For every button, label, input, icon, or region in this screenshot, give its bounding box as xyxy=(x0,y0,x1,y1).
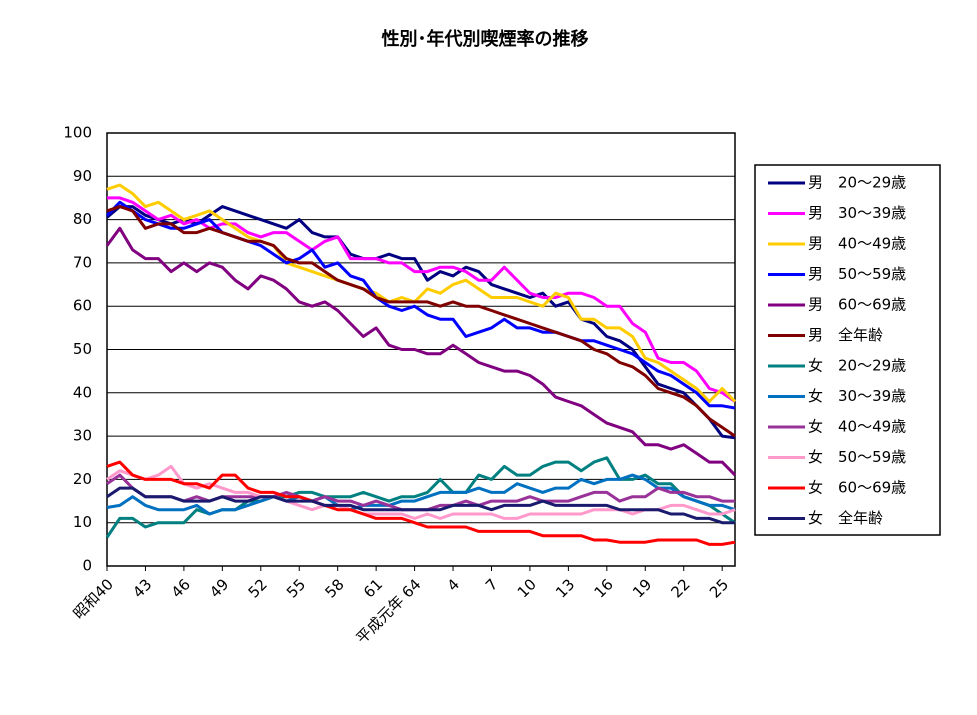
series-line xyxy=(106,205,736,440)
y-tick-label: 0 xyxy=(82,557,92,575)
legend-label: 女 60～69歳 xyxy=(808,479,906,497)
legend-label: 男 20～29歳 xyxy=(808,174,906,192)
chart-title: 性別･年代別喫煙率の推移 xyxy=(382,28,589,50)
x-tick-label: 55 xyxy=(283,575,309,601)
x-tick-label: 49 xyxy=(206,575,232,601)
legend-label: 女 20～29歳 xyxy=(808,357,906,375)
series-line xyxy=(105,226,737,477)
x-tick-label: 22 xyxy=(668,575,694,601)
legend-label: 男 60～69歳 xyxy=(808,296,906,314)
x-tick-label: 4 xyxy=(444,575,463,594)
y-tick-label: 50 xyxy=(73,340,92,358)
y-tick-label: 30 xyxy=(73,427,92,445)
series-line xyxy=(106,486,735,525)
y-tick-label: 40 xyxy=(73,383,92,401)
legend-label: 女 全年齢 xyxy=(808,509,883,527)
x-tick-label: 19 xyxy=(629,575,655,601)
x-tick-label: 昭和40 xyxy=(70,575,117,622)
legend-label: 男 全年齢 xyxy=(808,326,883,344)
series-line xyxy=(105,200,736,410)
series-line xyxy=(106,460,736,546)
legend-label: 女 50～59歳 xyxy=(808,448,906,466)
y-tick-label: 80 xyxy=(73,210,92,228)
y-tick-label: 90 xyxy=(73,167,92,185)
x-tick-label: 13 xyxy=(552,575,578,601)
x-tick-label: 46 xyxy=(168,575,194,601)
x-tick-label: 10 xyxy=(514,575,540,601)
y-tick-label: 20 xyxy=(73,470,92,488)
legend-label: 女 30～39歳 xyxy=(808,387,906,405)
x-tick-label: 25 xyxy=(706,575,732,601)
x-tick-label: 7 xyxy=(482,575,501,594)
x-tick-label: 58 xyxy=(321,575,347,601)
y-tick-label: 10 xyxy=(73,513,92,531)
y-tick-label: 100 xyxy=(63,124,92,142)
x-tick-label: 16 xyxy=(591,575,617,601)
series-line xyxy=(106,205,736,438)
legend-box xyxy=(754,164,941,536)
y-tick-label: 60 xyxy=(73,297,92,315)
legend-label: 女 40～49歳 xyxy=(808,418,906,436)
x-tick-label: 52 xyxy=(245,575,271,601)
series-line xyxy=(106,183,737,403)
x-tick-label: 61 xyxy=(360,575,386,601)
legend-label: 男 30～39歳 xyxy=(808,204,906,222)
series-line xyxy=(106,473,735,512)
y-tick-label: 70 xyxy=(73,253,92,271)
x-tick-label: 43 xyxy=(129,575,155,601)
series-line xyxy=(106,473,736,516)
legend-label: 男 50～59歳 xyxy=(808,265,906,283)
legend-label: 男 40～49歳 xyxy=(808,235,906,253)
